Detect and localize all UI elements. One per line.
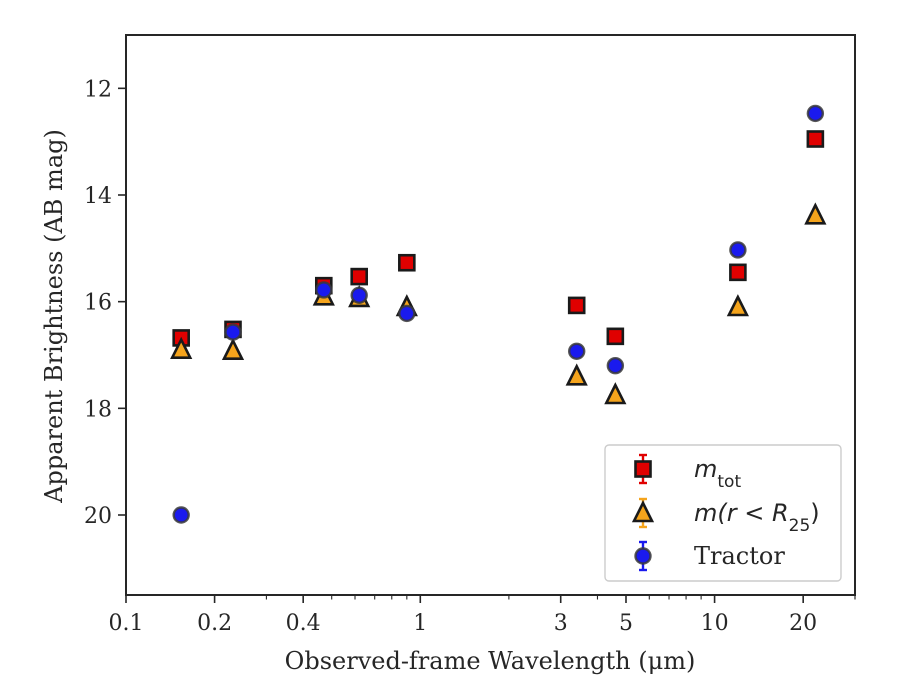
y-tick-label: 14 [84,184,112,209]
legend-marker-square [634,460,652,478]
series-m-tot [172,130,825,347]
x-tick-label: 0.1 [109,611,144,636]
legend-marker-triangle [631,500,655,523]
plot-frame [125,34,856,596]
legend: mtot m(r < R25) Tractor [604,444,842,582]
series-m-r-lt-r25 [170,202,827,405]
x-tick-label: 5 [619,611,633,636]
x-tick-label: 0.2 [197,611,232,636]
y-tick-label: 20 [84,504,112,529]
x-tick-label: 0.4 [286,611,321,636]
y-tick-label: 16 [84,291,112,316]
x-tick-label: 10 [701,611,729,636]
y-tick-label: 18 [84,397,112,422]
x-tick-label: 1 [413,611,427,636]
x-tick-label: 3 [554,611,568,636]
axes: 0.1 0.2 0.4 1 3 5 10 20 12 14 16 18 20 [84,34,856,636]
legend-box [604,444,842,582]
plot-area [170,104,827,524]
x-axis-label: Observed-frame Wavelength (μm) [285,647,696,675]
legend-label-m-tot: mtot [694,455,741,492]
x-tick-label: 20 [789,611,817,636]
legend-label-m-r-lt-r25: m(r < R25) [694,499,820,536]
y-tick-label: 12 [84,77,112,102]
legend-label-tractor: Tractor [694,542,785,570]
y-axis-label: Apparent Brightness (AB mag) [40,129,68,504]
series-tractor [172,104,825,524]
legend-marker-circle [634,547,652,565]
